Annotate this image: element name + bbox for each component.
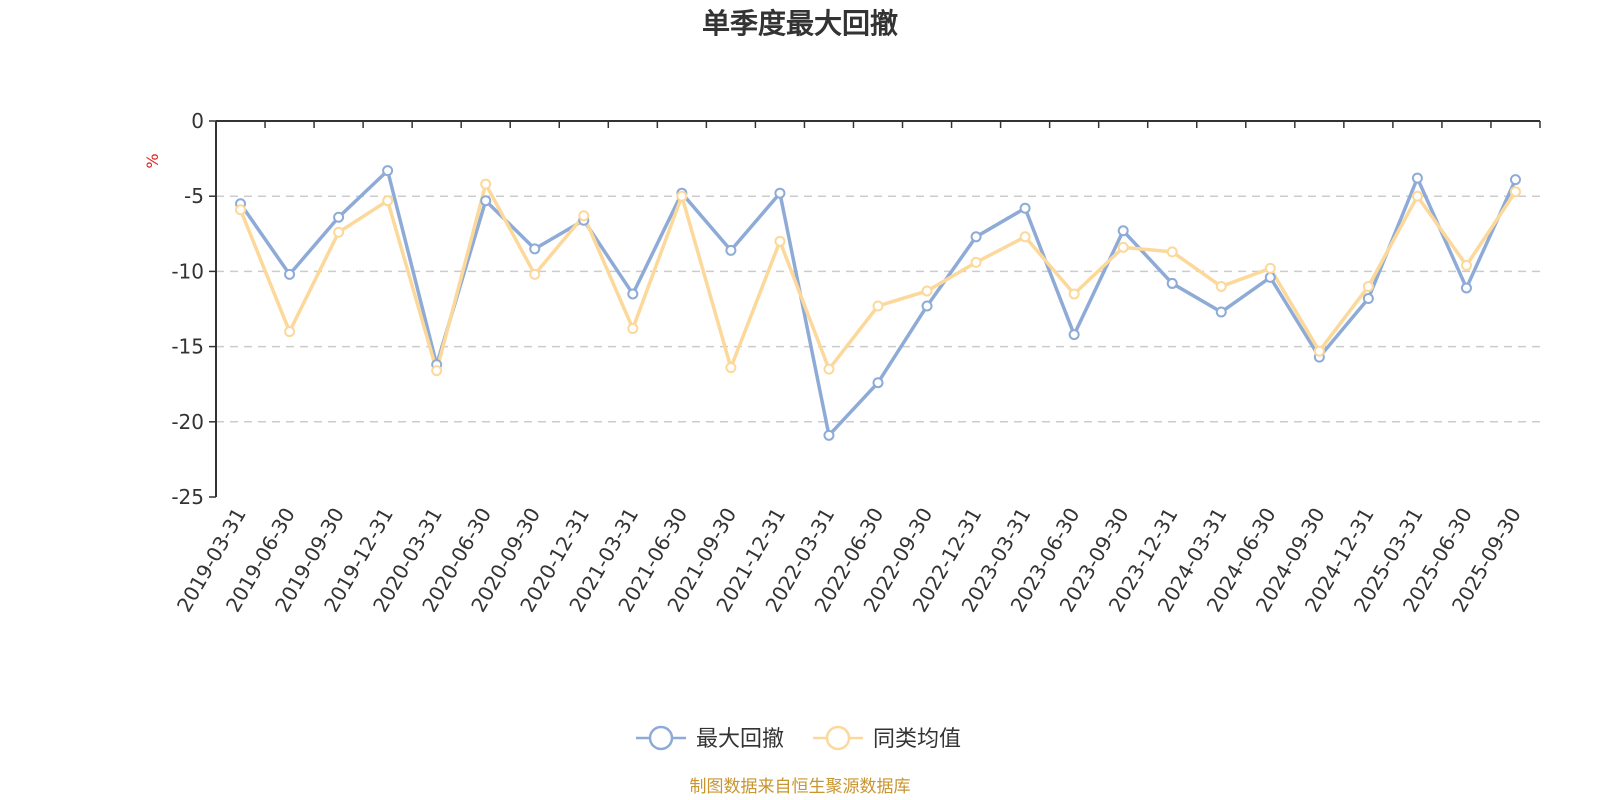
series-1-point[interactable] [970,231,982,243]
series-2-point[interactable] [725,362,737,374]
grid-lines [216,195,1540,423]
series-2-point[interactable] [1460,259,1472,271]
series-1-point[interactable] [529,243,541,255]
series-2-point[interactable] [1215,280,1227,292]
series-1-point[interactable] [1264,271,1276,283]
legend-label: 同类均值 [873,727,961,752]
series-1-point[interactable] [1215,306,1227,318]
series-1-point[interactable] [627,288,639,300]
series-2-point[interactable] [872,300,884,312]
series-1-point[interactable] [382,165,394,177]
chart-title: 单季度最大回撤 [702,7,898,40]
series-2-point[interactable] [235,204,247,216]
legend-label: 最大回撤 [696,727,784,752]
series-2-point[interactable] [1362,280,1374,292]
series-2-point[interactable] [1117,241,1129,253]
y-tick-label: -5 [184,184,204,208]
series-2-point[interactable] [529,268,541,280]
series-2-point[interactable] [578,210,590,222]
series-1-point[interactable] [823,429,835,441]
legend-item-2[interactable]: 同类均值 [813,725,961,752]
y-tick-label: -25 [171,485,204,509]
series-1-point[interactable] [333,211,345,223]
series-1-point[interactable] [1068,329,1080,341]
series-2-point[interactable] [823,363,835,375]
series-2-point[interactable] [1313,345,1325,357]
legend-item-1[interactable]: 最大回撤 [636,725,784,752]
series-1-point[interactable] [921,300,933,312]
series-2-point[interactable] [1019,231,1031,243]
series-1-point[interactable] [774,187,786,199]
series-1-point[interactable] [725,244,737,256]
series-1-point[interactable] [1117,225,1129,237]
y-axis-unit: % [143,153,162,168]
series-1-point[interactable] [872,377,884,389]
source-note: 制图数据来自恒生聚源数据库 [690,777,911,797]
series-2-point[interactable] [284,326,296,338]
series-2-point[interactable] [382,195,394,207]
series-2-point[interactable] [1264,262,1276,274]
legend-marker [648,725,674,751]
series-1-point[interactable] [1362,292,1374,304]
series-2-point[interactable] [774,235,786,247]
series-1-point[interactable] [1460,282,1472,294]
series-1-point[interactable] [1019,202,1031,214]
series-2-point[interactable] [627,323,639,335]
series-2-point[interactable] [1166,246,1178,258]
series-2-point[interactable] [676,190,688,202]
series-2-point[interactable] [1411,190,1423,202]
series-2-point[interactable] [1509,186,1521,198]
series-2-point[interactable] [333,226,345,238]
y-tick-label: 0 [191,109,204,133]
series-lines [235,165,1521,441]
series-2-point[interactable] [480,178,492,190]
series-2-point[interactable] [1068,288,1080,300]
legend[interactable]: 最大回撤 同类均值 [636,725,961,752]
axes: 0-5-10-15-20-252019-03-312019-06-302019-… [171,109,1541,616]
series-2-point[interactable] [921,285,933,297]
y-tick-label: -20 [171,410,204,434]
series-1-point[interactable] [1509,174,1521,186]
y-tick-label: -10 [171,259,204,283]
y-tick-label: -15 [171,335,204,359]
series-2-point[interactable] [431,365,443,377]
series-1-point[interactable] [480,195,492,207]
series-1-point[interactable] [1166,277,1178,289]
series-1-point[interactable] [284,268,296,280]
series-1-point[interactable] [1411,172,1423,184]
series-2-point[interactable] [970,256,982,268]
legend-marker [825,725,851,751]
